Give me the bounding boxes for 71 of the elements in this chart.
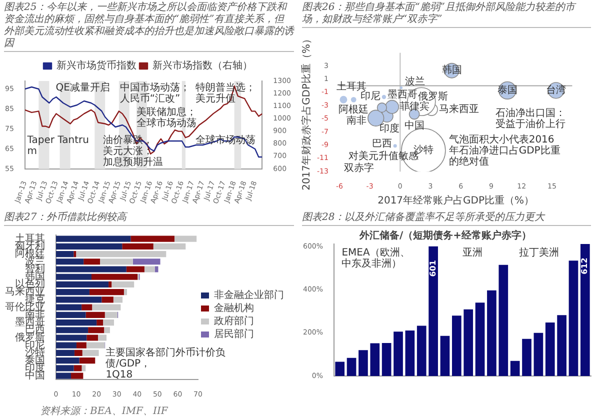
annotation: 油价暴跌，美元大涨；加息预期升温 — [103, 134, 164, 168]
bar — [545, 322, 555, 376]
series-label: 墨西哥 — [387, 90, 418, 101]
bar — [358, 350, 368, 376]
bar — [335, 362, 345, 376]
series-label: 阿根廷 — [338, 103, 369, 116]
annotation: 亚洲 — [462, 246, 483, 259]
legend-label: 政府部门 — [214, 315, 254, 328]
y-tick-label: 捷克 — [25, 293, 45, 306]
series-label: 中国 — [404, 119, 424, 132]
bar — [510, 360, 520, 376]
text: 波兰 — [405, 75, 426, 88]
bar — [568, 260, 578, 376]
bar — [56, 372, 72, 379]
annotation: 双赤字 — [344, 162, 374, 174]
bar — [394, 332, 403, 376]
series-label: 印尼 — [360, 90, 380, 102]
data-label: 612 — [580, 258, 590, 274]
text: 巴西 — [372, 138, 392, 150]
chart-title: 图表27：外币借款比例较高 — [4, 212, 294, 226]
legend-label: 新兴市场指数（右轴） — [152, 60, 252, 72]
series-label: 台湾 — [546, 84, 566, 96]
bar — [405, 330, 415, 376]
annotation: 主要国家各部门外币计价负债/GDP，1Q18 — [106, 346, 226, 380]
bar — [580, 244, 590, 376]
annotation: 石油净出口国：受益于油价上行 — [495, 107, 566, 130]
bar — [534, 332, 544, 376]
bar — [382, 343, 392, 376]
bar — [144, 266, 155, 272]
bar — [84, 258, 100, 265]
chart-title: 图表25：今年以来，一些新兴市场之所以会面临资产价格下跌和资金流出的麻烦，固然与自身基本面的“脆弱性”有直接关系，但外部美元流动性收紧和融资成本的抬升也是加速风险敞口暴露的诱因 — [4, 2, 294, 52]
bar — [71, 372, 84, 379]
chart-title: 图表28：以及外汇储备覆盖率不足等所承受的压力更大 — [302, 212, 591, 226]
annotation: EMEA（欧洲、中东及非洲） — [342, 246, 410, 270]
series-label: 印度 — [379, 122, 400, 134]
bar — [475, 302, 485, 376]
chart-subtitle: 外汇储备/（短期债务+经常账户赤字） — [358, 230, 532, 242]
series-label: 韩国 — [442, 64, 462, 76]
x-axis-title: 2017年经常账户占GDP比重（%） — [378, 194, 534, 207]
bar — [74, 250, 76, 258]
y-axis-title: 2017年财政赤字占GDP比重（%） — [300, 34, 313, 190]
series-label: 南非 — [346, 114, 366, 127]
series-label: 泰国 — [497, 85, 518, 96]
bar — [113, 296, 123, 303]
annotation: QE减量开启 — [56, 81, 110, 94]
series-label: 俄罗斯 — [418, 90, 448, 102]
annotation: 气泡面积大小代表2016年石油净进口占GDP比重的绝对值 — [448, 133, 560, 168]
bar — [557, 315, 566, 376]
annotation: Taper Tantrum — [26, 135, 89, 158]
series-label: 马来西亚 — [438, 103, 479, 116]
bar — [370, 343, 380, 376]
bar — [346, 358, 356, 376]
legend-label: 非金融企业部门 — [214, 289, 284, 302]
bar — [464, 309, 474, 376]
bar — [498, 264, 508, 376]
bar — [416, 326, 426, 376]
legend-label: 居民部门 — [214, 328, 254, 340]
bar — [452, 316, 462, 376]
legend-label: 新兴市场货币指数 — [56, 60, 136, 72]
annotation: 美联储加息；全球市场动荡 — [136, 106, 196, 129]
chart-title: 图表26：那些自身基本面“脆弱”且抵御外部风险能力较差的市场，如财政与经常账户“双赤字” — [302, 2, 591, 28]
legend-label: 金融机构 — [214, 302, 254, 314]
series-label: 土耳其 — [336, 80, 366, 92]
bar — [487, 290, 496, 376]
bar — [522, 338, 532, 376]
annotation: 拉丁美洲 — [519, 246, 560, 259]
bar — [428, 246, 438, 376]
annotation: 中国市场动荡；人民币“汇改” — [120, 81, 190, 104]
text: 资料来源：BEA、IMF、IIF — [40, 404, 168, 418]
bar — [440, 336, 450, 376]
data-label: 601 — [428, 260, 438, 277]
